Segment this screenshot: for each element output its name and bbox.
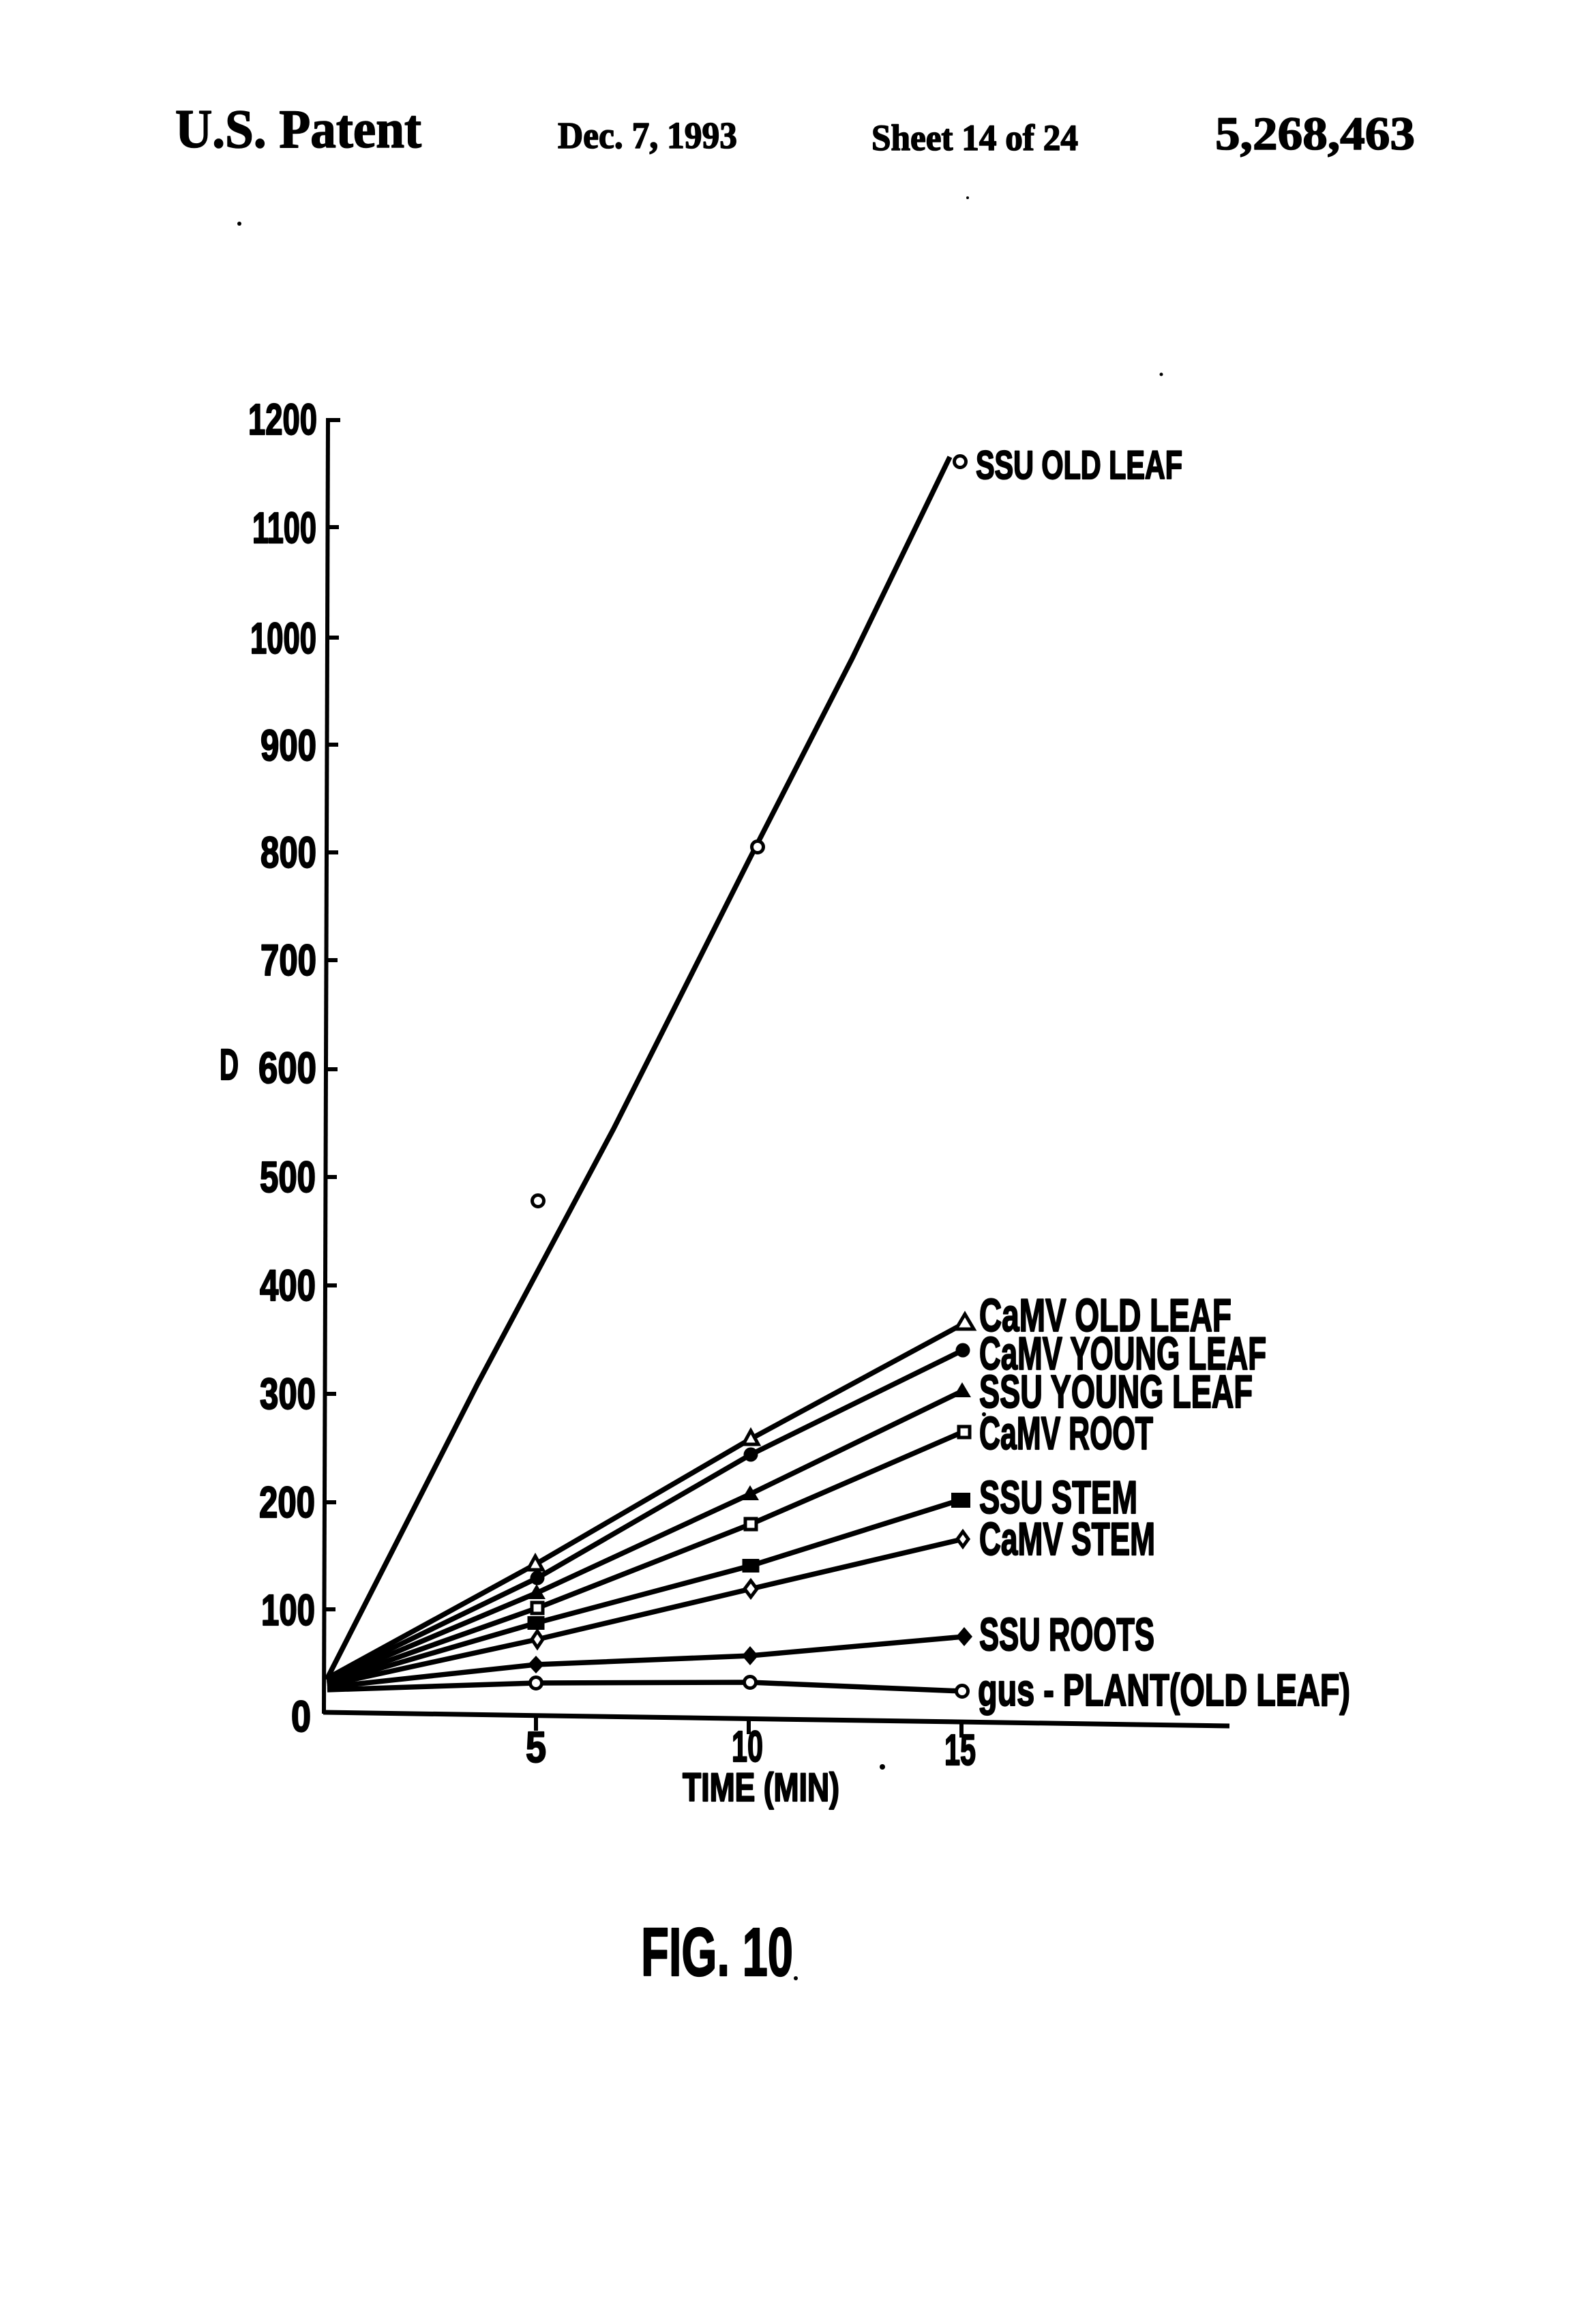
svg-text:FIG. 10: FIG. 10: [641, 1914, 793, 1991]
svg-text:CaMV YOUNG LEAF: CaMV YOUNG LEAF: [979, 1328, 1266, 1380]
svg-text:Sheet 14 of 24: Sheet 14 of 24: [871, 117, 1078, 158]
svg-text:0: 0: [291, 1692, 311, 1741]
svg-text:SSU STEM: SSU STEM: [979, 1472, 1137, 1523]
svg-text:500: 500: [260, 1152, 316, 1202]
svg-text:1100: 1100: [252, 503, 316, 552]
svg-text:D: D: [220, 1040, 239, 1089]
svg-text:400: 400: [260, 1261, 316, 1310]
svg-text:1000: 1000: [250, 614, 316, 663]
svg-text:300: 300: [260, 1369, 316, 1418]
svg-text:5: 5: [526, 1723, 546, 1772]
svg-text:gus - PLANT(OLD LEAF): gus - PLANT(OLD LEAF): [978, 1665, 1350, 1715]
svg-text:SSU YOUNG LEAF: SSU YOUNG LEAF: [979, 1366, 1253, 1418]
svg-text:CaMV ROOT: CaMV ROOT: [979, 1407, 1153, 1459]
svg-text:15: 15: [944, 1725, 976, 1774]
svg-text:1200: 1200: [248, 395, 317, 444]
svg-text:CaMV OLD LEAF: CaMV OLD LEAF: [979, 1290, 1232, 1341]
svg-text:10: 10: [732, 1722, 763, 1771]
svg-text:SSU ROOTS: SSU ROOTS: [979, 1609, 1154, 1660]
svg-text:100: 100: [261, 1585, 315, 1635]
svg-text:U.S. Patent: U.S. Patent: [175, 100, 421, 160]
svg-text:Dec. 7, 1993: Dec. 7, 1993: [558, 115, 737, 156]
svg-text:800: 800: [260, 828, 316, 877]
svg-text:SSU OLD LEAF: SSU OLD LEAF: [976, 443, 1182, 488]
svg-text:TIME (MIN): TIME (MIN): [683, 1766, 839, 1810]
svg-text:CaMV STEM: CaMV STEM: [979, 1513, 1155, 1565]
svg-text:5,268,463: 5,268,463: [1215, 108, 1415, 160]
svg-text:200: 200: [259, 1478, 315, 1527]
svg-text:600: 600: [258, 1043, 316, 1092]
svg-text:900: 900: [260, 721, 316, 770]
svg-text:700: 700: [260, 936, 316, 985]
